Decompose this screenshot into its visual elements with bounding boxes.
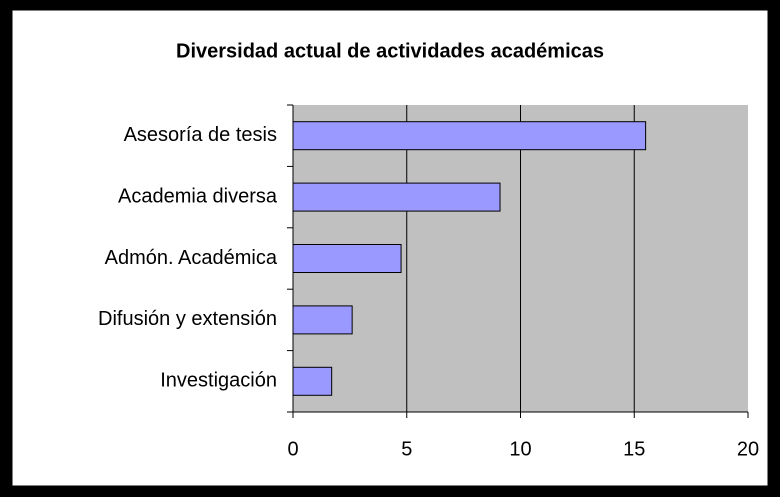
y-tick-label: Admón. Académica xyxy=(105,247,278,269)
y-tick-label: Investigación xyxy=(160,370,277,392)
x-tick-label: 20 xyxy=(737,438,759,460)
chart-title: Diversidad actual de actividades académi… xyxy=(176,40,604,62)
bar xyxy=(292,182,501,212)
y-tick-label: Academia diversa xyxy=(118,185,278,207)
x-tick-label: 0 xyxy=(287,438,298,460)
x-tick-label: 10 xyxy=(509,438,531,460)
x-tick-label: 15 xyxy=(623,438,645,460)
bar xyxy=(292,244,402,273)
bar xyxy=(292,121,647,151)
bar xyxy=(292,366,333,396)
y-tick-label: Difusión y extensión xyxy=(98,308,277,330)
y-tick-label: Asesoría de tesis xyxy=(124,124,277,146)
bar xyxy=(292,305,353,335)
x-tick-label: 5 xyxy=(401,438,412,460)
